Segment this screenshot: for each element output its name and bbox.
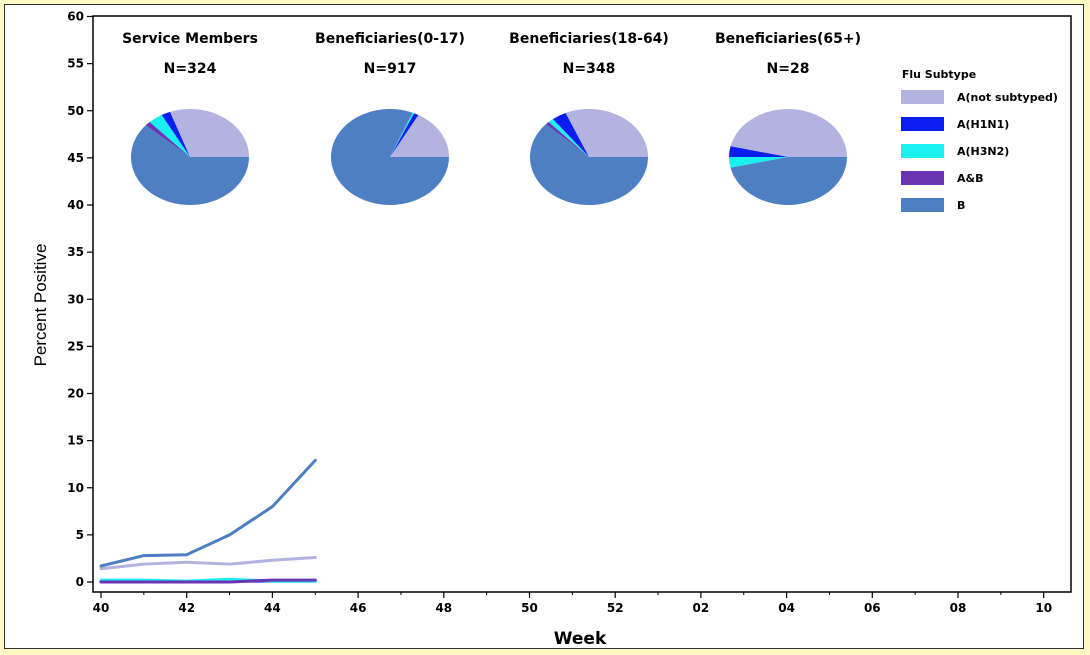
legend-item-label: A(H3N2) [957, 145, 1009, 158]
y-axis: 0 5 10 15 20 25 30 35 40 45 50 55 60 [67, 10, 93, 589]
chart-frame: 0 5 10 15 20 25 30 35 40 45 50 55 60 40 42 44 46 48 50 52 0… [4, 4, 1084, 649]
legend: Flu Subtype A(not subtyped) A(H1N1) A(H3N2… [901, 68, 1058, 212]
pie-slice-a-b [545, 122, 589, 157]
x-tick-label: 46 [350, 601, 367, 615]
x-tick-label: 44 [264, 601, 281, 615]
pie-slice-a-not-subtyped [565, 109, 648, 157]
pie-1: Service Members N=324 [122, 31, 258, 205]
pie-slice-a-h1n1 [161, 111, 190, 157]
x-tick-label: 08 [950, 601, 967, 615]
y-tick-label: 40 [67, 198, 84, 212]
series-line-a-b [99, 578, 317, 584]
x-tick-label: 06 [864, 601, 881, 615]
pie-slice-a-h3n2 [390, 112, 415, 157]
pie-charts: Service Members N=324 Beneficiaries(0-17) N… [122, 31, 861, 206]
pie-slice-a-b [145, 122, 190, 157]
x-tick-label: 48 [435, 601, 452, 615]
legend-swatch [901, 117, 944, 131]
pie-n-label: N=28 [767, 61, 810, 77]
y-tick-label: 0 [76, 575, 84, 589]
flu-chart: 0 5 10 15 20 25 30 35 40 45 50 55 60 40 42 44 46 48 50 52 0… [31, 10, 1072, 648]
y-tick-label: 5 [76, 528, 84, 542]
x-tick-label: 02 [693, 601, 710, 615]
y-tick-label: 10 [67, 481, 84, 495]
x-tick-label: 42 [178, 601, 195, 615]
y-tick-label: 25 [67, 339, 84, 353]
pie-slice-a-h3n2 [149, 114, 190, 157]
pie-title: Beneficiaries(18-64) [509, 31, 669, 47]
x-axis: 404244464850520204060810121416182022 [93, 592, 1052, 615]
pie-slice-a-h1n1 [729, 146, 788, 157]
x-tick-label: 52 [607, 601, 624, 615]
y-tick-label: 20 [67, 387, 84, 401]
y-tick-label: 35 [67, 245, 84, 259]
pie-title: Beneficiaries(65+) [715, 31, 861, 47]
legend-swatch [901, 144, 944, 158]
pie-slice-b [331, 108, 449, 205]
pie-n-label: N=917 [364, 61, 417, 77]
pie-4: Beneficiaries(65+) N=28 [715, 31, 861, 206]
line-series [99, 458, 317, 584]
legend-swatch [901, 198, 944, 212]
pie-slice-a-not-subtyped [390, 114, 449, 157]
pie-slice-a-h1n1 [390, 113, 419, 157]
legend-swatch [901, 90, 944, 104]
x-tick-label: 40 [93, 601, 110, 615]
x-tick-label: 50 [521, 601, 538, 615]
x-tick-label: 10 [1035, 601, 1052, 615]
pie-3: Beneficiaries(18-64) N=348 [509, 31, 669, 205]
y-axis-label: Percent Positive [31, 244, 50, 367]
pie-slice-b [131, 125, 249, 205]
y-tick-label: 30 [67, 292, 84, 306]
pie-title: Beneficiaries(0-17) [315, 31, 465, 47]
series-line-a-not-subtyped [99, 556, 317, 571]
y-tick-label: 50 [67, 104, 84, 118]
legend-title: Flu Subtype [902, 68, 976, 81]
pie-n-label: N=324 [164, 61, 217, 77]
pie-slice-b [730, 157, 847, 206]
y-tick-label: 45 [67, 151, 84, 165]
pie-title: Service Members [122, 31, 258, 47]
legend-item-label: B [957, 199, 965, 212]
x-tick-label: 04 [778, 601, 795, 615]
legend-item-label: A&B [957, 172, 984, 185]
pie-n-label: N=348 [563, 61, 616, 77]
pie-slice-a-b [390, 112, 413, 157]
pie-slice-a-h1n1 [552, 112, 589, 157]
pie-slice-a-h3n2 [548, 119, 589, 157]
pie-slice-a-not-subtyped [730, 108, 848, 157]
plot-area-border [92, 15, 1072, 593]
y-tick-label: 55 [67, 57, 84, 71]
x-axis-label: Week [554, 629, 607, 648]
y-tick-label: 15 [67, 434, 84, 448]
y-tick-label: 60 [67, 10, 84, 24]
series-line-b [99, 458, 317, 568]
pie-slice-b [529, 124, 648, 205]
pie-slice-a-not-subtyped [170, 109, 249, 157]
legend-item-label: A(not subtyped) [957, 91, 1058, 104]
legend-item-label: A(H1N1) [957, 118, 1009, 131]
pie-slice-a-h3n2 [729, 157, 788, 168]
pie-2: Beneficiaries(0-17) N=917 [315, 31, 465, 205]
legend-swatch [901, 171, 944, 185]
